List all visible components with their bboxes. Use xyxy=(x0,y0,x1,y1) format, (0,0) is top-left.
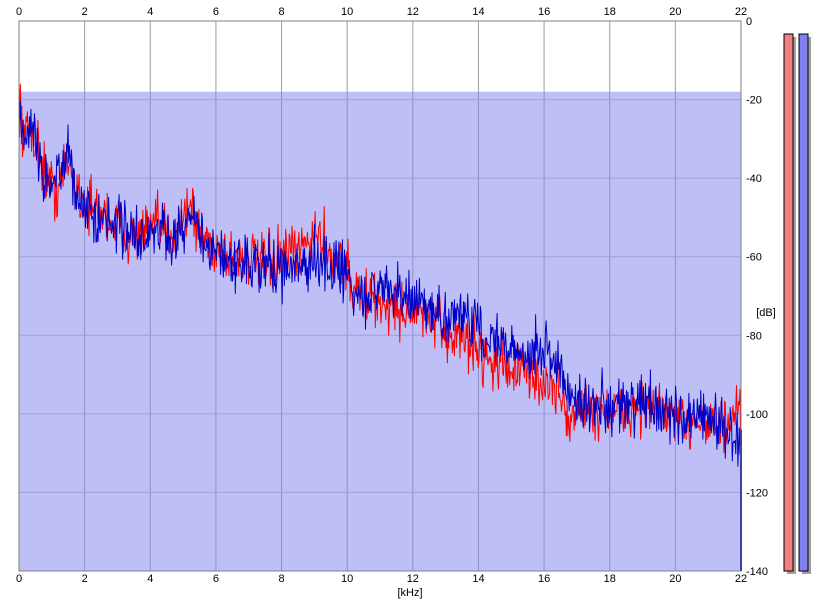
x-tick-label-bottom: 12 xyxy=(407,573,419,585)
plot-frame xyxy=(18,20,742,572)
y-tick-label: -40 xyxy=(746,173,762,185)
x-tick-label-bottom: 20 xyxy=(669,573,681,585)
level-meter-red xyxy=(783,33,794,572)
y-tick-label: -140 xyxy=(746,566,768,578)
tick-labels: 002244668810101212141416161818202022220-… xyxy=(16,6,768,585)
x-tick-label-top: 22 xyxy=(735,6,747,18)
x-tick-label-top: 16 xyxy=(538,6,550,18)
spectrum-area xyxy=(19,82,741,571)
x-tick-label-top: 14 xyxy=(472,6,484,18)
spectrum-fill xyxy=(19,82,741,571)
x-tick-label-top: 6 xyxy=(213,6,219,18)
y-tick-label: -120 xyxy=(746,487,768,499)
x-tick-label-top: 12 xyxy=(407,6,419,18)
x-tick-label-top: 4 xyxy=(147,6,153,18)
x-tick-label-top: 18 xyxy=(604,6,616,18)
y-tick-label: -100 xyxy=(746,409,768,421)
x-tick-label-top: 8 xyxy=(278,6,284,18)
x-tick-label-bottom: 2 xyxy=(82,573,88,585)
x-tick-label-bottom: 6 xyxy=(213,573,219,585)
x-axis-label: [kHz] xyxy=(397,587,422,599)
x-tick-label-bottom: 0 xyxy=(16,573,22,585)
y-axis-label: [dB] xyxy=(756,307,776,319)
y-tick-label: -60 xyxy=(746,252,762,264)
x-tick-label-bottom: 8 xyxy=(278,573,284,585)
x-tick-label-bottom: 16 xyxy=(538,573,550,585)
x-tick-label-top: 20 xyxy=(669,6,681,18)
y-tick-label: -80 xyxy=(746,330,762,342)
x-tick-label-bottom: 14 xyxy=(472,573,484,585)
y-tick-label: 0 xyxy=(746,16,752,28)
y-tick-label: -20 xyxy=(746,95,762,107)
level-meter-blue xyxy=(798,33,809,572)
level-meters xyxy=(783,33,811,574)
series-line-blue xyxy=(18,82,742,467)
plot-border xyxy=(18,20,742,572)
x-tick-label-bottom: 10 xyxy=(341,573,353,585)
x-tick-label-top: 10 xyxy=(341,6,353,18)
x-tick-label-bottom: 4 xyxy=(147,573,153,585)
x-tick-label-top: 2 xyxy=(82,6,88,18)
x-tick-label-bottom: 18 xyxy=(604,573,616,585)
x-tick-label-bottom: 22 xyxy=(735,573,747,585)
x-tick-label-top: 0 xyxy=(16,6,22,18)
